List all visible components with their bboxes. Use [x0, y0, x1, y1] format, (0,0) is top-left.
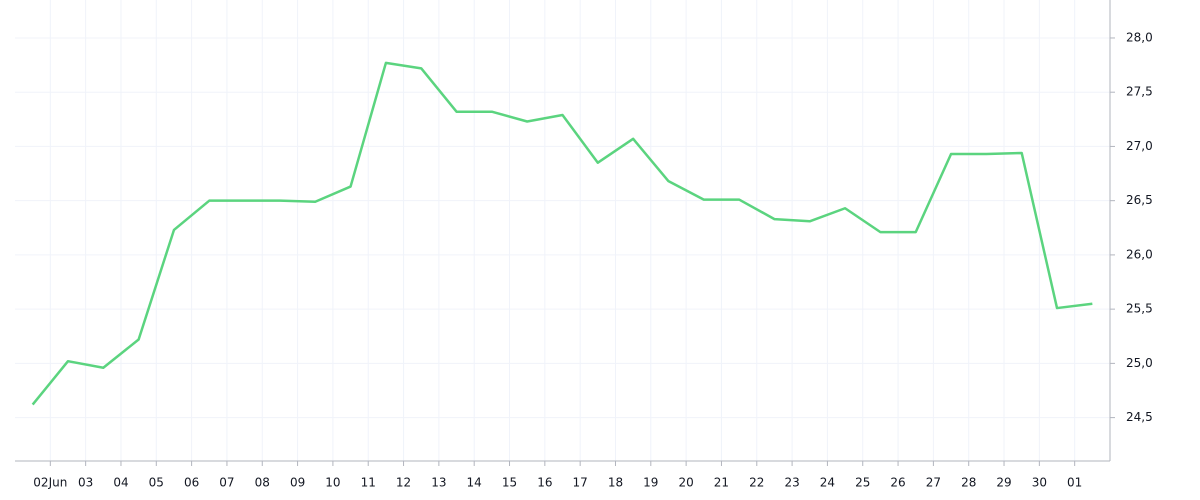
x-tick-label: 04: [113, 476, 128, 490]
y-tick-label: 28,0: [1126, 30, 1153, 44]
x-tick-label: 14: [467, 476, 482, 490]
x-tick-label: 27: [926, 476, 941, 490]
x-tick-label: 16: [537, 476, 552, 490]
x-tick-label: 22: [749, 476, 764, 490]
line-series: [31, 61, 1093, 406]
x-tick-label: 23: [784, 476, 799, 490]
x-tick-label: 13: [431, 476, 446, 490]
y-tick-label: 26,5: [1126, 193, 1153, 207]
y-tick-label: 27,0: [1126, 139, 1153, 153]
x-tick-label: 20: [678, 476, 693, 490]
x-tick-label: 10: [325, 476, 340, 490]
x-tick-label: 12: [396, 476, 411, 490]
x-tick-label: 25: [855, 476, 870, 490]
x-tick-label: 09: [290, 476, 305, 490]
x-tick-label: 07: [219, 476, 234, 490]
x-tick-label: 03: [78, 476, 93, 490]
x-tick-label: 26: [890, 476, 905, 490]
x-tick-label: 15: [502, 476, 517, 490]
x-tick-label: 05: [149, 476, 164, 490]
x-tick-label: 17: [573, 476, 588, 490]
x-tick-label: 08: [255, 476, 270, 490]
y-tick-label: 27,5: [1126, 85, 1153, 99]
y-tick-label: 26,0: [1126, 247, 1153, 261]
x-tick-label: 02Jun: [33, 476, 67, 490]
x-tick-label: 06: [184, 476, 199, 490]
x-tick-label: 19: [643, 476, 658, 490]
x-tick-label: 24: [820, 476, 835, 490]
x-tick-label: 28: [961, 476, 976, 490]
x-tick-label: 11: [361, 476, 376, 490]
x-tick-label: 21: [714, 476, 729, 490]
y-tick-label: 25,5: [1126, 302, 1153, 316]
x-tick-label: 29: [996, 476, 1011, 490]
y-tick-label: 25,0: [1126, 356, 1153, 370]
x-tick-label: 30: [1032, 476, 1047, 490]
x-tick-label: 01: [1067, 476, 1082, 490]
y-tick-label: 24,5: [1126, 410, 1153, 424]
x-tick-label: 18: [608, 476, 623, 490]
